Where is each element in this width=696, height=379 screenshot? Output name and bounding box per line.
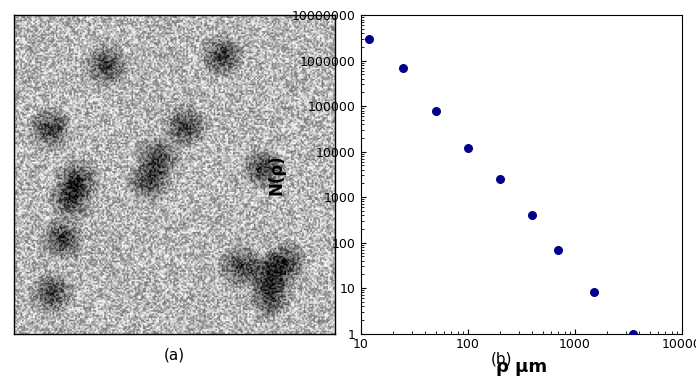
Text: (b): (b) xyxy=(491,352,512,367)
Point xyxy=(364,36,375,42)
Point xyxy=(588,290,599,296)
Y-axis label: N(ρ): N(ρ) xyxy=(267,154,285,195)
Point xyxy=(495,176,506,182)
Point xyxy=(553,247,564,253)
Point xyxy=(462,145,473,151)
Point xyxy=(527,212,538,218)
Point xyxy=(430,108,441,114)
X-axis label: (a): (a) xyxy=(164,348,185,362)
Point xyxy=(628,330,639,337)
X-axis label: ρ μm: ρ μm xyxy=(496,358,547,376)
Point xyxy=(398,65,409,71)
